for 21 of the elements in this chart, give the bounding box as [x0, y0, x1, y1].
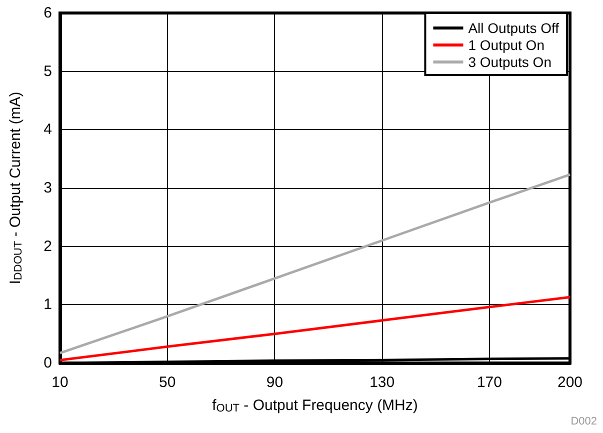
legend-label: 3 Outputs On	[468, 54, 552, 70]
x-tick-label: 170	[476, 374, 502, 391]
y-tick-label: 5	[44, 62, 52, 80]
y-tick-label: 6	[44, 4, 52, 22]
y-tick-label: 3	[44, 180, 52, 196]
text: D002	[570, 416, 597, 428]
legend-label: All Outputs Off	[468, 20, 560, 36]
y-tick-label: 1	[44, 296, 52, 314]
x-tick-label: 200	[557, 374, 583, 391]
line-series	[58, 173, 572, 354]
x-axis-title: fOUT - Output Frequency (MHz)	[212, 397, 418, 414]
y-tick-label: 0	[44, 354, 52, 372]
x-tick-label: 90	[266, 374, 284, 391]
y-tick-label: 2	[44, 238, 52, 255]
x-tick-label: 10	[52, 374, 68, 391]
x-tick-label: 50	[159, 374, 176, 391]
y-tick-label: 4	[44, 121, 52, 138]
x-tick-label: 130	[370, 374, 395, 391]
line-series	[58, 296, 572, 362]
y-axis-title: IDDOUT - Output Current (mA)	[7, 92, 24, 284]
legend-label: 1 Output On	[468, 37, 544, 53]
